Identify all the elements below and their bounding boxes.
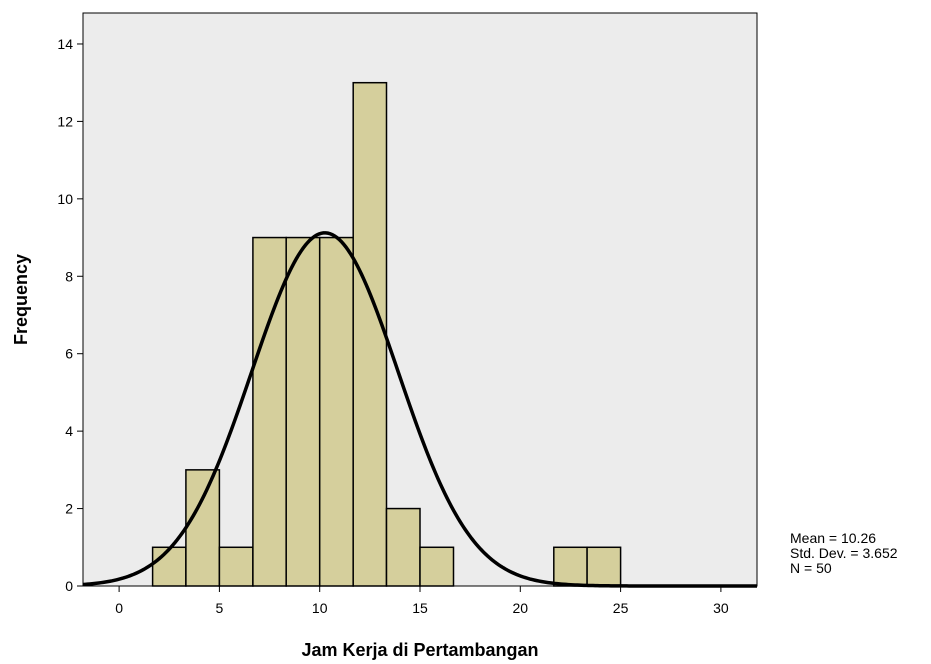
y-tick-label: 2 — [65, 501, 73, 517]
y-tick-label: 4 — [65, 423, 73, 439]
normal-curve — [82, 231, 757, 588]
std-dev-label: Std. Dev. = 3.652 — [790, 545, 898, 561]
y-tick-label: 6 — [65, 346, 73, 362]
y-tick-label: 12 — [57, 113, 73, 129]
x-tick-label: 30 — [713, 600, 729, 616]
histogram-bar — [419, 546, 455, 587]
x-axis: 0 5 10 15 20 25 30 — [115, 586, 729, 616]
y-axis: 0 2 4 6 8 10 12 14 — [57, 36, 83, 594]
y-tick-label: 0 — [65, 578, 73, 594]
x-tick-label: 0 — [115, 600, 123, 616]
histogram-bar — [185, 469, 221, 587]
x-tick-label: 5 — [216, 600, 224, 616]
statistics-legend: Mean = 10.26 Std. Dev. = 3.652 N = 50 — [790, 531, 898, 576]
histogram-bar — [151, 546, 187, 587]
y-tick-label: 10 — [57, 191, 73, 207]
histogram-bar — [285, 236, 321, 587]
histogram-bar — [385, 507, 421, 587]
histogram-bar — [586, 546, 622, 587]
plot-area — [82, 12, 758, 587]
bars-group — [151, 81, 622, 587]
y-tick-label: 14 — [57, 36, 73, 52]
x-tick-label: 10 — [312, 600, 328, 616]
x-axis-title: Jam Kerja di Pertambangan — [301, 640, 538, 660]
mean-label: Mean = 10.26 — [790, 530, 877, 546]
histogram-bar — [553, 546, 588, 587]
y-tick-label: 8 — [65, 268, 73, 284]
histogram-bar — [318, 236, 354, 587]
histogram-bar — [218, 546, 254, 587]
n-label: N = 50 — [790, 560, 832, 576]
y-axis-title: Frequency — [11, 254, 31, 345]
x-tick-label: 15 — [412, 600, 428, 616]
x-tick-label: 25 — [613, 600, 629, 616]
x-tick-label: 20 — [513, 600, 529, 616]
histogram-bar — [352, 81, 388, 587]
